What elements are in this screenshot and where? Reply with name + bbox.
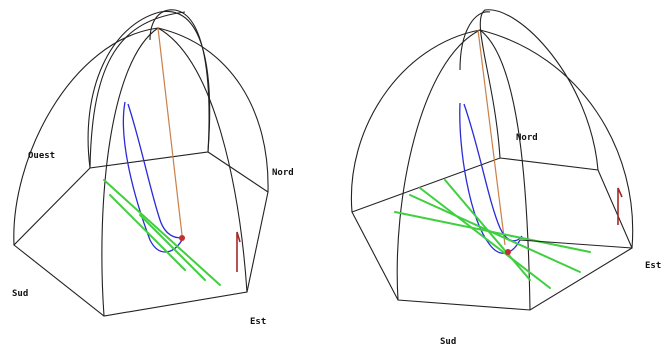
left-dome-arc-front (87, 10, 211, 169)
right-dome-arc-east (479, 29, 531, 311)
right-dome-arc-back (459, 11, 491, 71)
left-dome-arc-back (89, 11, 186, 169)
left-label-north: Nord (272, 168, 294, 178)
left-vertical-axis (157, 27, 183, 236)
left-sun-marker (179, 235, 185, 241)
left-label-east: Est (250, 317, 266, 327)
left-dome-view: Ouest Nord Sud Est (12, 9, 294, 327)
right-dome-arc-front (479, 9, 599, 171)
left-base-hexagon (13, 151, 269, 317)
right-label-east: Est (645, 261, 661, 271)
right-shadow-line-2 (409, 194, 581, 273)
right-dome-arc-south (396, 29, 481, 301)
right-dome-arc-north (479, 29, 634, 249)
right-vertical-axis (477, 29, 506, 246)
left-shadow-line-1 (103, 179, 221, 286)
left-sun-path-inner (127, 103, 185, 239)
left-dome-arc-south (101, 27, 159, 317)
right-east-ray (519, 239, 633, 249)
left-shadow-line-3 (139, 214, 206, 281)
left-sun-path (122, 101, 183, 253)
left-dome-arc-top (149, 9, 210, 153)
right-dome-view: Nord Sud Est (350, 9, 661, 347)
right-sun-marker (505, 249, 511, 255)
left-label-south: Sud (12, 289, 28, 299)
left-north-arrow (236, 231, 241, 272)
right-north-arrow (617, 187, 623, 225)
left-dome-arc-north (157, 27, 269, 193)
right-label-south: Sud (440, 337, 456, 347)
left-dome-arc-east (157, 27, 248, 293)
right-sun-path-inner (463, 103, 523, 242)
right-label-north: Nord (516, 133, 538, 143)
right-dome-arc-west (350, 29, 481, 213)
right-shadow-line-4 (444, 179, 531, 281)
left-label-west: Ouest (28, 151, 55, 161)
left-shadow-line-2 (109, 194, 186, 271)
right-shadow-line-3 (419, 187, 551, 289)
left-dome-arc-west (13, 27, 159, 246)
